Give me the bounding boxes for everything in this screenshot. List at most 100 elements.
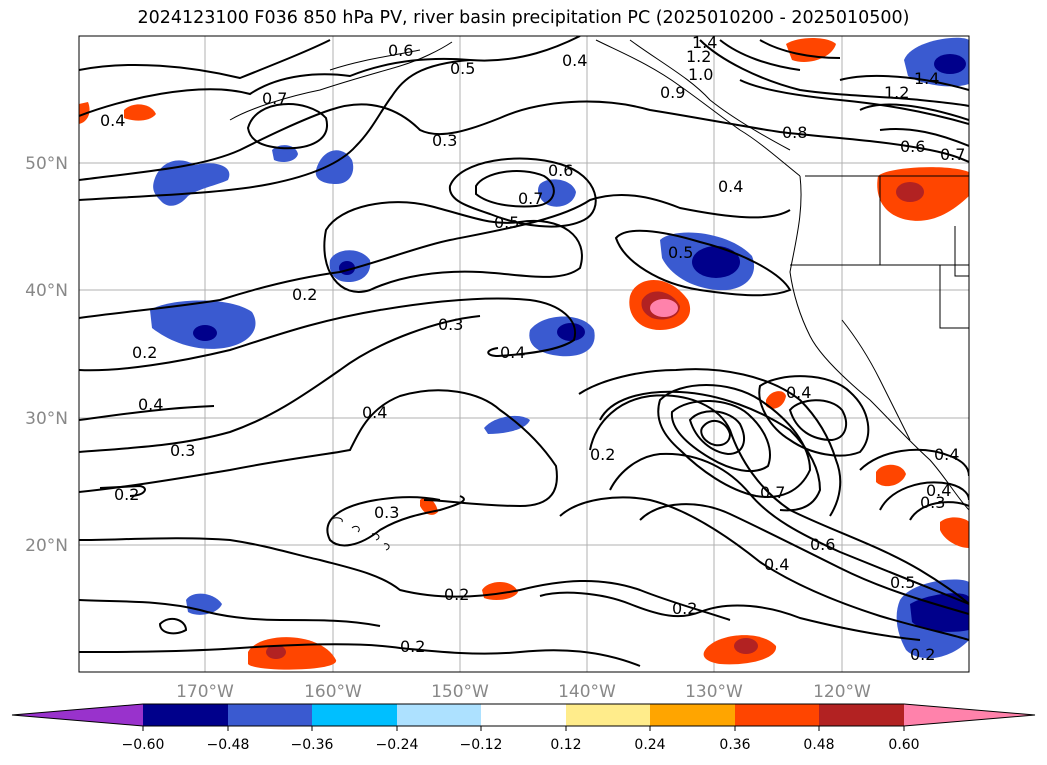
precip-blob-positive [940,517,969,548]
colorbar-tick-label: 0.60 [888,737,919,753]
contour-label: 0.3 [920,493,945,512]
lat-label: 30°N [25,409,68,429]
lat-label: 50°N [25,154,68,174]
contour-label: 0.6 [810,535,835,554]
contour-label: 0.7 [262,89,287,108]
contour-label: 1.4 [692,33,717,52]
contour-label: 0.2 [444,585,469,604]
contour-label: 0.4 [562,51,587,70]
contour-label: 0.2 [672,599,697,618]
contour-label: 0.4 [138,395,163,414]
contour-label: 0.2 [590,445,615,464]
lat-label: 20°N [25,536,68,556]
colorbar-tick-label: −0.36 [291,737,334,753]
colorbar-segment [481,704,566,726]
contour-label: 0.9 [660,83,685,102]
colorbar-tickmarks [142,726,905,731]
precip-blob-positive [124,104,156,121]
contour-label: 0.4 [926,481,951,500]
contour-label: 0.2 [132,343,157,362]
lon-label: 120°W [813,682,871,702]
lat-axis-labels: 50°N 40°N 30°N 20°N [25,154,68,556]
precip-blob-negative [272,145,298,162]
contour-label: 0.6 [388,41,413,60]
colorbar-tick-label: 0.12 [550,737,581,753]
colorbar-segment [819,704,904,726]
contour-label: 0.5 [668,243,693,262]
contour-label: 1.0 [688,65,713,84]
contour-label: 0.3 [170,441,195,460]
contour-label: 0.2 [292,285,317,304]
contour-label: 0.4 [718,177,743,196]
colorbar-segment [12,704,143,726]
contour-label: 0.7 [940,145,965,164]
precip-blob-positive [766,391,786,409]
lon-label: 130°W [685,682,743,702]
colorbar-segment [312,704,397,726]
contour-label: 0.6 [900,137,925,156]
precip-blob-negative [538,179,576,207]
lon-label: 140°W [558,682,616,702]
colorbar-segment [735,704,820,726]
colorbar-segment [650,704,735,726]
colorbar-tick-label: −0.12 [460,737,503,753]
colorbar-tick-label: 0.24 [634,737,665,753]
colorbar-tick-label: −0.24 [376,737,419,753]
colorbar-segment [904,704,1035,726]
pv-contours [79,36,969,667]
contour-label: 0.5 [494,213,519,232]
lon-label: 160°W [304,682,362,702]
map-frame [78,35,970,673]
precip-blob-negative [660,232,755,291]
colorbar: −0.60 −0.48 −0.36 −0.24 −0.12 0.12 0.24 … [11,703,1036,753]
precip-blob-negative [529,316,595,357]
coastlines [229,39,969,551]
contour-label: 0.4 [786,383,811,402]
precip-blob-negative [315,150,354,184]
colorbar-tick-label: −0.60 [122,737,165,753]
contour-label: 0.5 [890,573,915,592]
contour-label: 1.2 [686,47,711,66]
lat-label: 40°N [25,281,68,301]
contour-label: 1.2 [884,83,909,102]
contour-label: 0.7 [518,189,543,208]
precip-blob-negative [484,415,530,434]
precip-blob-positive [703,635,777,665]
contour-label: 0.3 [374,503,399,522]
precip-shading [79,37,969,670]
precip-blob-positive [876,464,906,487]
contour-label: 0.2 [114,485,139,504]
map-title: 2024123100 F036 850 hPa PV, river basin … [137,8,910,28]
contour-label: 0.4 [362,403,387,422]
colorbar-segment [566,704,651,726]
contour-label: 0.5 [450,59,475,78]
colorbar-segment [397,704,482,726]
contour-label: 1.4 [914,69,939,88]
colorbar-tick-label: −0.48 [207,737,250,753]
contour-label: 0.4 [934,445,959,464]
contour-label: 0.8 [782,123,807,142]
contour-label: 0.2 [910,645,935,664]
contour-label: 0.4 [764,555,789,574]
colorbar-segment [143,704,228,726]
precip-blob-negative [904,37,969,87]
precip-blob-negative [150,300,256,349]
contour-label: 0.7 [760,483,785,502]
contour-label: 0.2 [400,637,425,656]
contour-label: 0.3 [432,131,457,150]
colorbar-tick-label: 0.48 [803,737,834,753]
contour-label: 0.4 [100,111,125,130]
contour-label: 0.4 [500,343,525,362]
precip-blob-positive [877,167,969,221]
contour-label: 0.6 [548,161,573,180]
precip-blob-positive [629,280,691,330]
colorbar-tick-label: 0.36 [719,737,750,753]
colorbar-segment [228,704,313,726]
contour-label: 0.3 [438,315,463,334]
lon-axis-labels: 170°W 160°W 150°W 140°W 130°W 120°W [176,682,871,702]
lon-label: 170°W [176,682,234,702]
precip-blob-positive [786,38,836,63]
lon-label: 150°W [431,682,489,702]
contour-labels: 0.6 0.5 0.4 1.4 1.2 1.0 0.9 0.7 0.3 0.6 … [100,33,965,664]
